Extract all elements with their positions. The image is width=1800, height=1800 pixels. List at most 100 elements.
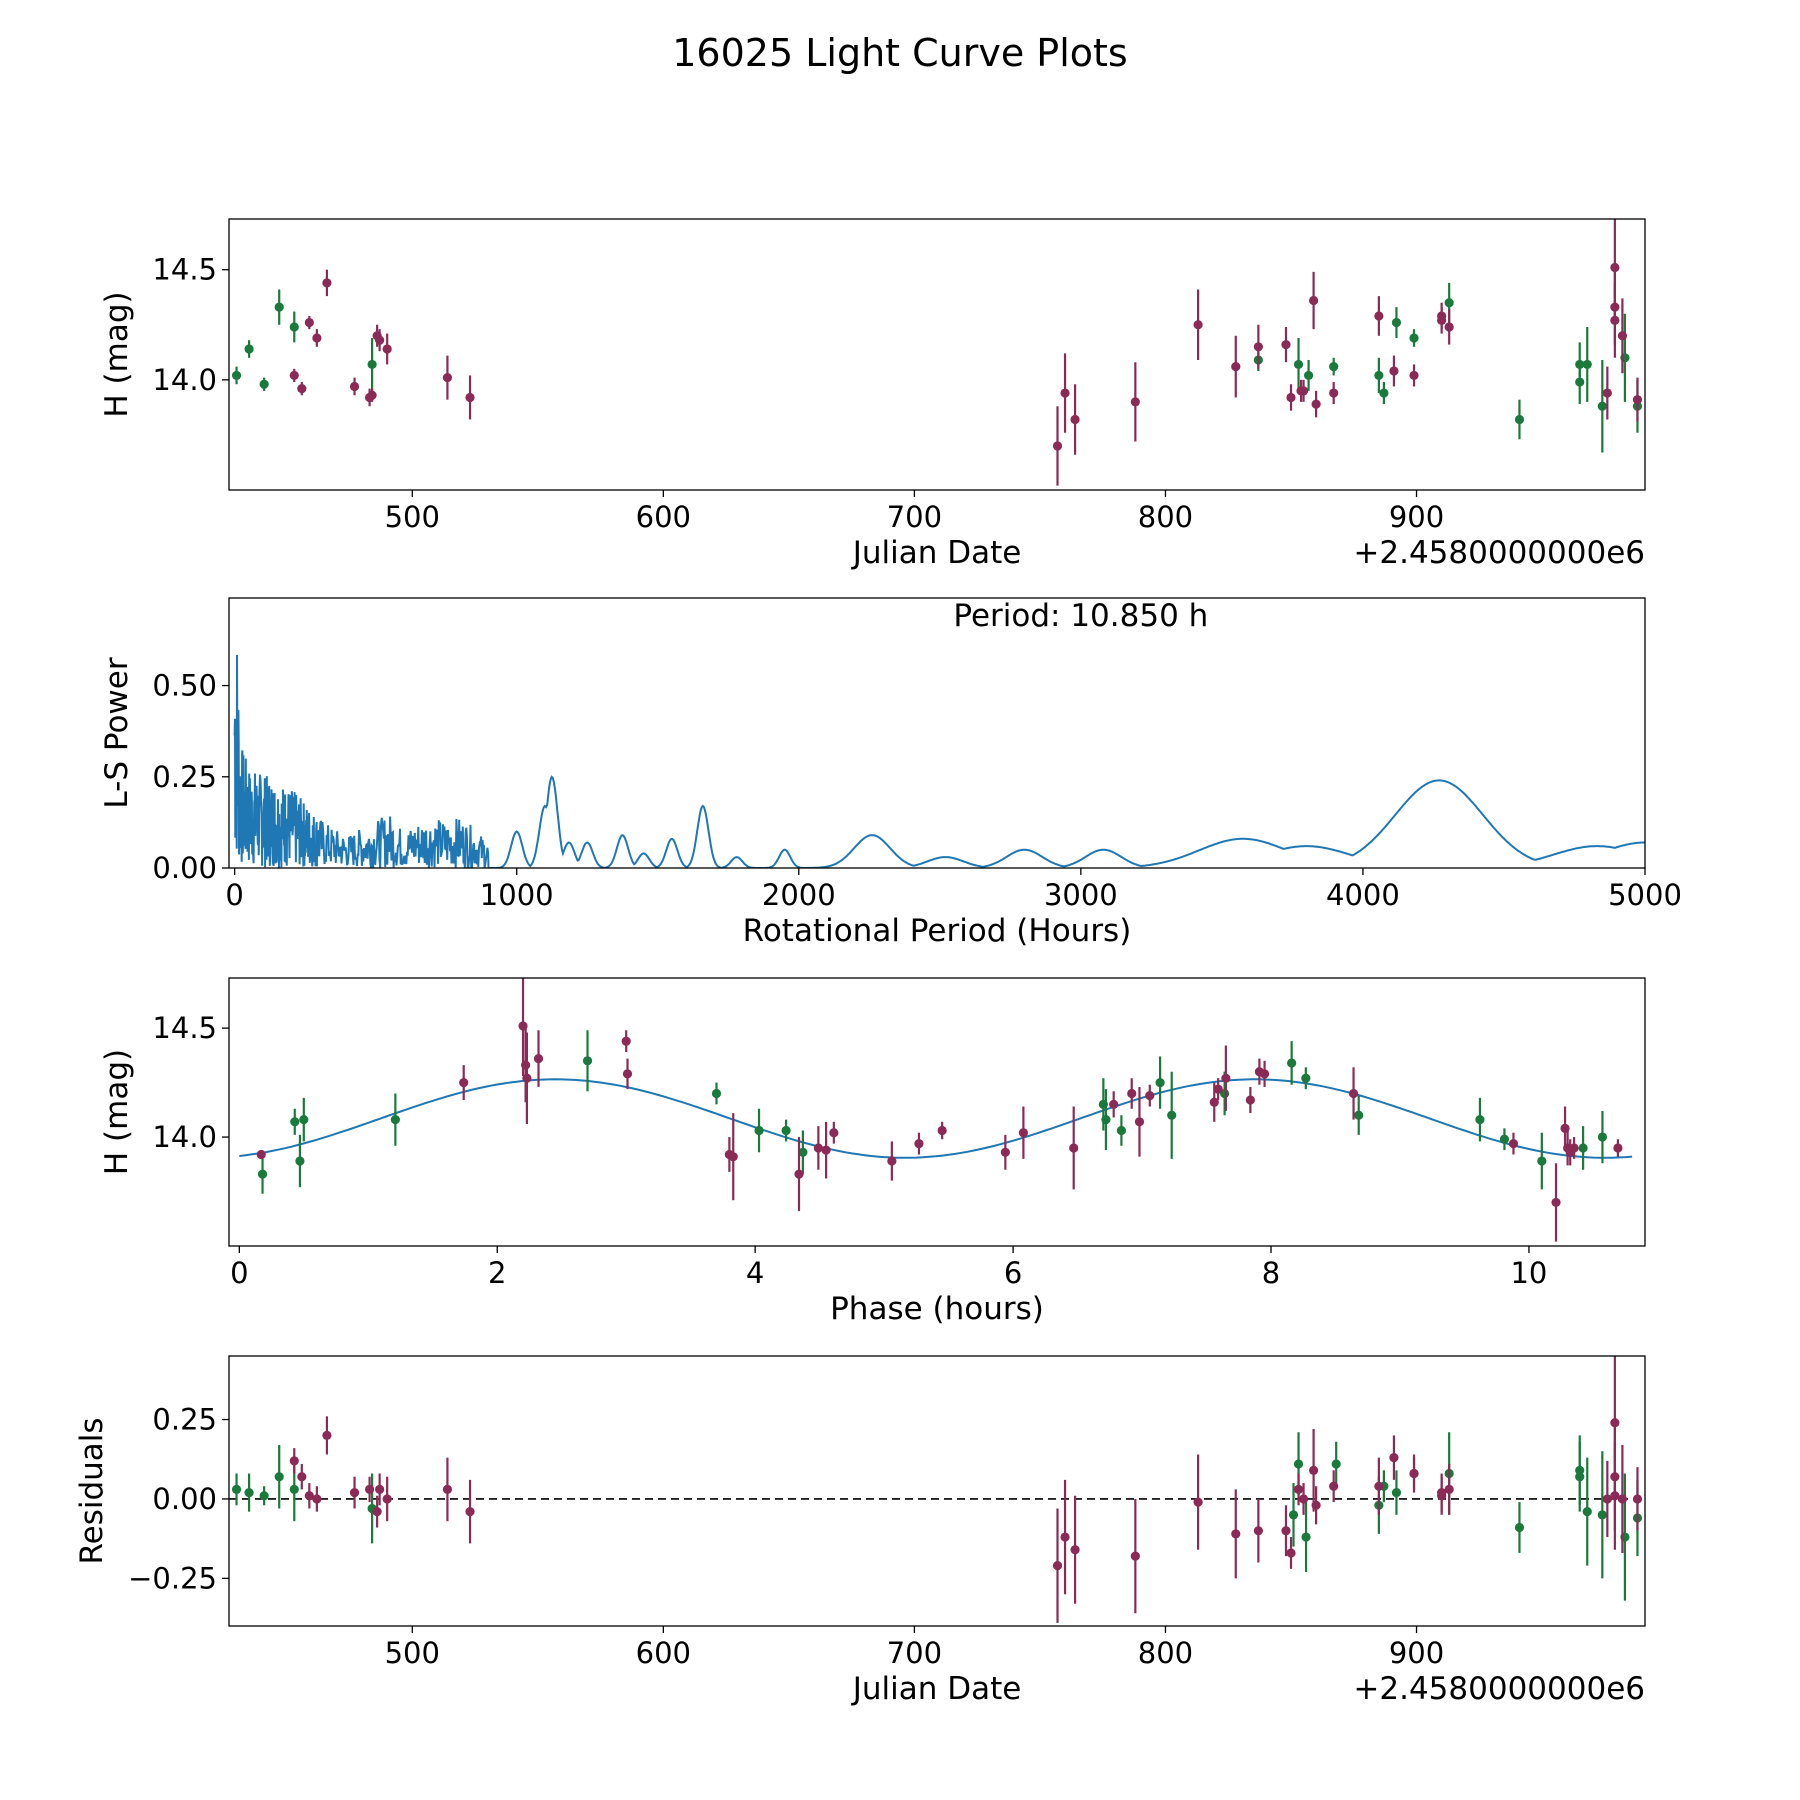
data-point bbox=[1618, 1494, 1627, 1503]
data-point bbox=[1069, 1143, 1078, 1152]
data-point bbox=[1409, 371, 1418, 380]
y-tick-label: 0.00 bbox=[152, 1482, 217, 1516]
data-point bbox=[1537, 1156, 1546, 1165]
data-point bbox=[1001, 1148, 1010, 1157]
data-point bbox=[1618, 331, 1627, 340]
data-point bbox=[821, 1146, 830, 1155]
data-point bbox=[1598, 1132, 1607, 1141]
y-tick-label: 14.0 bbox=[152, 363, 217, 397]
data-point bbox=[257, 1150, 266, 1159]
data-point bbox=[350, 382, 359, 391]
data-point bbox=[521, 1061, 530, 1070]
data-point bbox=[1156, 1078, 1165, 1087]
x-axis-label: Julian Date bbox=[851, 535, 1022, 571]
data-point bbox=[258, 1169, 267, 1178]
data-point bbox=[1445, 1485, 1454, 1494]
y-axis-label: H (mag) bbox=[99, 291, 135, 417]
data-point bbox=[794, 1169, 803, 1178]
y-tick-label: −0.25 bbox=[128, 1561, 217, 1595]
data-point bbox=[1551, 1198, 1560, 1207]
data-point bbox=[312, 333, 321, 342]
data-point bbox=[1312, 399, 1321, 408]
data-point bbox=[322, 1431, 331, 1440]
x-tick-label: 0 bbox=[225, 878, 243, 912]
data-point bbox=[1070, 415, 1079, 424]
x-offset-label: +2.4580000000e6 bbox=[1353, 535, 1645, 571]
data-point bbox=[829, 1128, 838, 1137]
x-tick-label: 800 bbox=[1138, 500, 1193, 534]
x-tick-label: 1000 bbox=[480, 878, 554, 912]
data-point bbox=[1515, 1523, 1524, 1532]
data-point bbox=[1294, 360, 1303, 369]
data-point bbox=[1354, 1111, 1363, 1120]
data-point bbox=[1127, 1089, 1136, 1098]
data-point bbox=[244, 344, 253, 353]
data-point bbox=[1131, 397, 1140, 406]
data-point bbox=[1332, 1459, 1341, 1468]
x-tick-label: 600 bbox=[636, 1636, 691, 1670]
data-point bbox=[1060, 388, 1069, 397]
y-axis-label: L-S Power bbox=[99, 657, 135, 808]
data-point bbox=[1578, 1143, 1587, 1152]
data-point bbox=[583, 1056, 592, 1065]
data-point bbox=[622, 1037, 631, 1046]
data-point bbox=[391, 1115, 400, 1124]
data-point bbox=[1312, 1501, 1321, 1510]
data-point bbox=[782, 1126, 791, 1135]
data-point bbox=[312, 1494, 321, 1503]
data-point bbox=[443, 373, 452, 382]
x-tick-label: 4000 bbox=[1326, 878, 1400, 912]
data-point bbox=[1053, 441, 1062, 450]
data-point bbox=[1583, 360, 1592, 369]
data-point bbox=[1299, 1494, 1308, 1503]
data-point bbox=[290, 1456, 299, 1465]
data-point bbox=[1374, 1482, 1383, 1491]
data-point bbox=[375, 336, 384, 345]
x-tick-label: 900 bbox=[1389, 1636, 1444, 1670]
data-point bbox=[729, 1152, 738, 1161]
data-point bbox=[1500, 1135, 1509, 1144]
data-point bbox=[1603, 388, 1612, 397]
data-point bbox=[1281, 1526, 1290, 1535]
x-tick-label: 800 bbox=[1138, 1636, 1193, 1670]
data-point bbox=[1598, 1510, 1607, 1519]
x-tick-label: 6 bbox=[1004, 1256, 1022, 1290]
data-point bbox=[232, 371, 241, 380]
data-point bbox=[290, 322, 299, 331]
data-point bbox=[1445, 298, 1454, 307]
x-tick-label: 5000 bbox=[1608, 878, 1682, 912]
data-point bbox=[1309, 1466, 1318, 1475]
data-point bbox=[1101, 1115, 1110, 1124]
data-point bbox=[365, 1485, 374, 1494]
data-point bbox=[1610, 316, 1619, 325]
x-tick-label: 600 bbox=[636, 500, 691, 534]
data-point bbox=[1231, 1529, 1240, 1538]
data-point bbox=[1254, 1526, 1263, 1535]
figure-background bbox=[0, 0, 1800, 1800]
data-point bbox=[1509, 1139, 1518, 1148]
data-point bbox=[299, 1115, 308, 1124]
data-point bbox=[1053, 1561, 1062, 1570]
x-tick-label: 8 bbox=[1262, 1256, 1280, 1290]
data-point bbox=[1349, 1089, 1358, 1098]
y-tick-label: 14.5 bbox=[152, 1011, 217, 1045]
y-tick-label: 14.5 bbox=[152, 253, 217, 287]
data-point bbox=[1613, 1143, 1622, 1152]
data-point bbox=[1392, 1488, 1401, 1497]
data-point bbox=[368, 391, 377, 400]
x-tick-label: 2 bbox=[488, 1256, 506, 1290]
data-point bbox=[712, 1089, 721, 1098]
data-point bbox=[244, 1488, 253, 1497]
data-point bbox=[1379, 388, 1388, 397]
data-point bbox=[290, 1485, 299, 1494]
data-point bbox=[1135, 1117, 1144, 1126]
data-point bbox=[443, 1485, 452, 1494]
data-point bbox=[914, 1139, 923, 1148]
data-point bbox=[1287, 1058, 1296, 1067]
data-point bbox=[297, 1472, 306, 1481]
data-point bbox=[1117, 1126, 1126, 1135]
data-point bbox=[1289, 1510, 1298, 1519]
data-point bbox=[1575, 1466, 1584, 1475]
y-tick-label: 0.00 bbox=[152, 851, 217, 885]
data-point bbox=[1437, 316, 1446, 325]
